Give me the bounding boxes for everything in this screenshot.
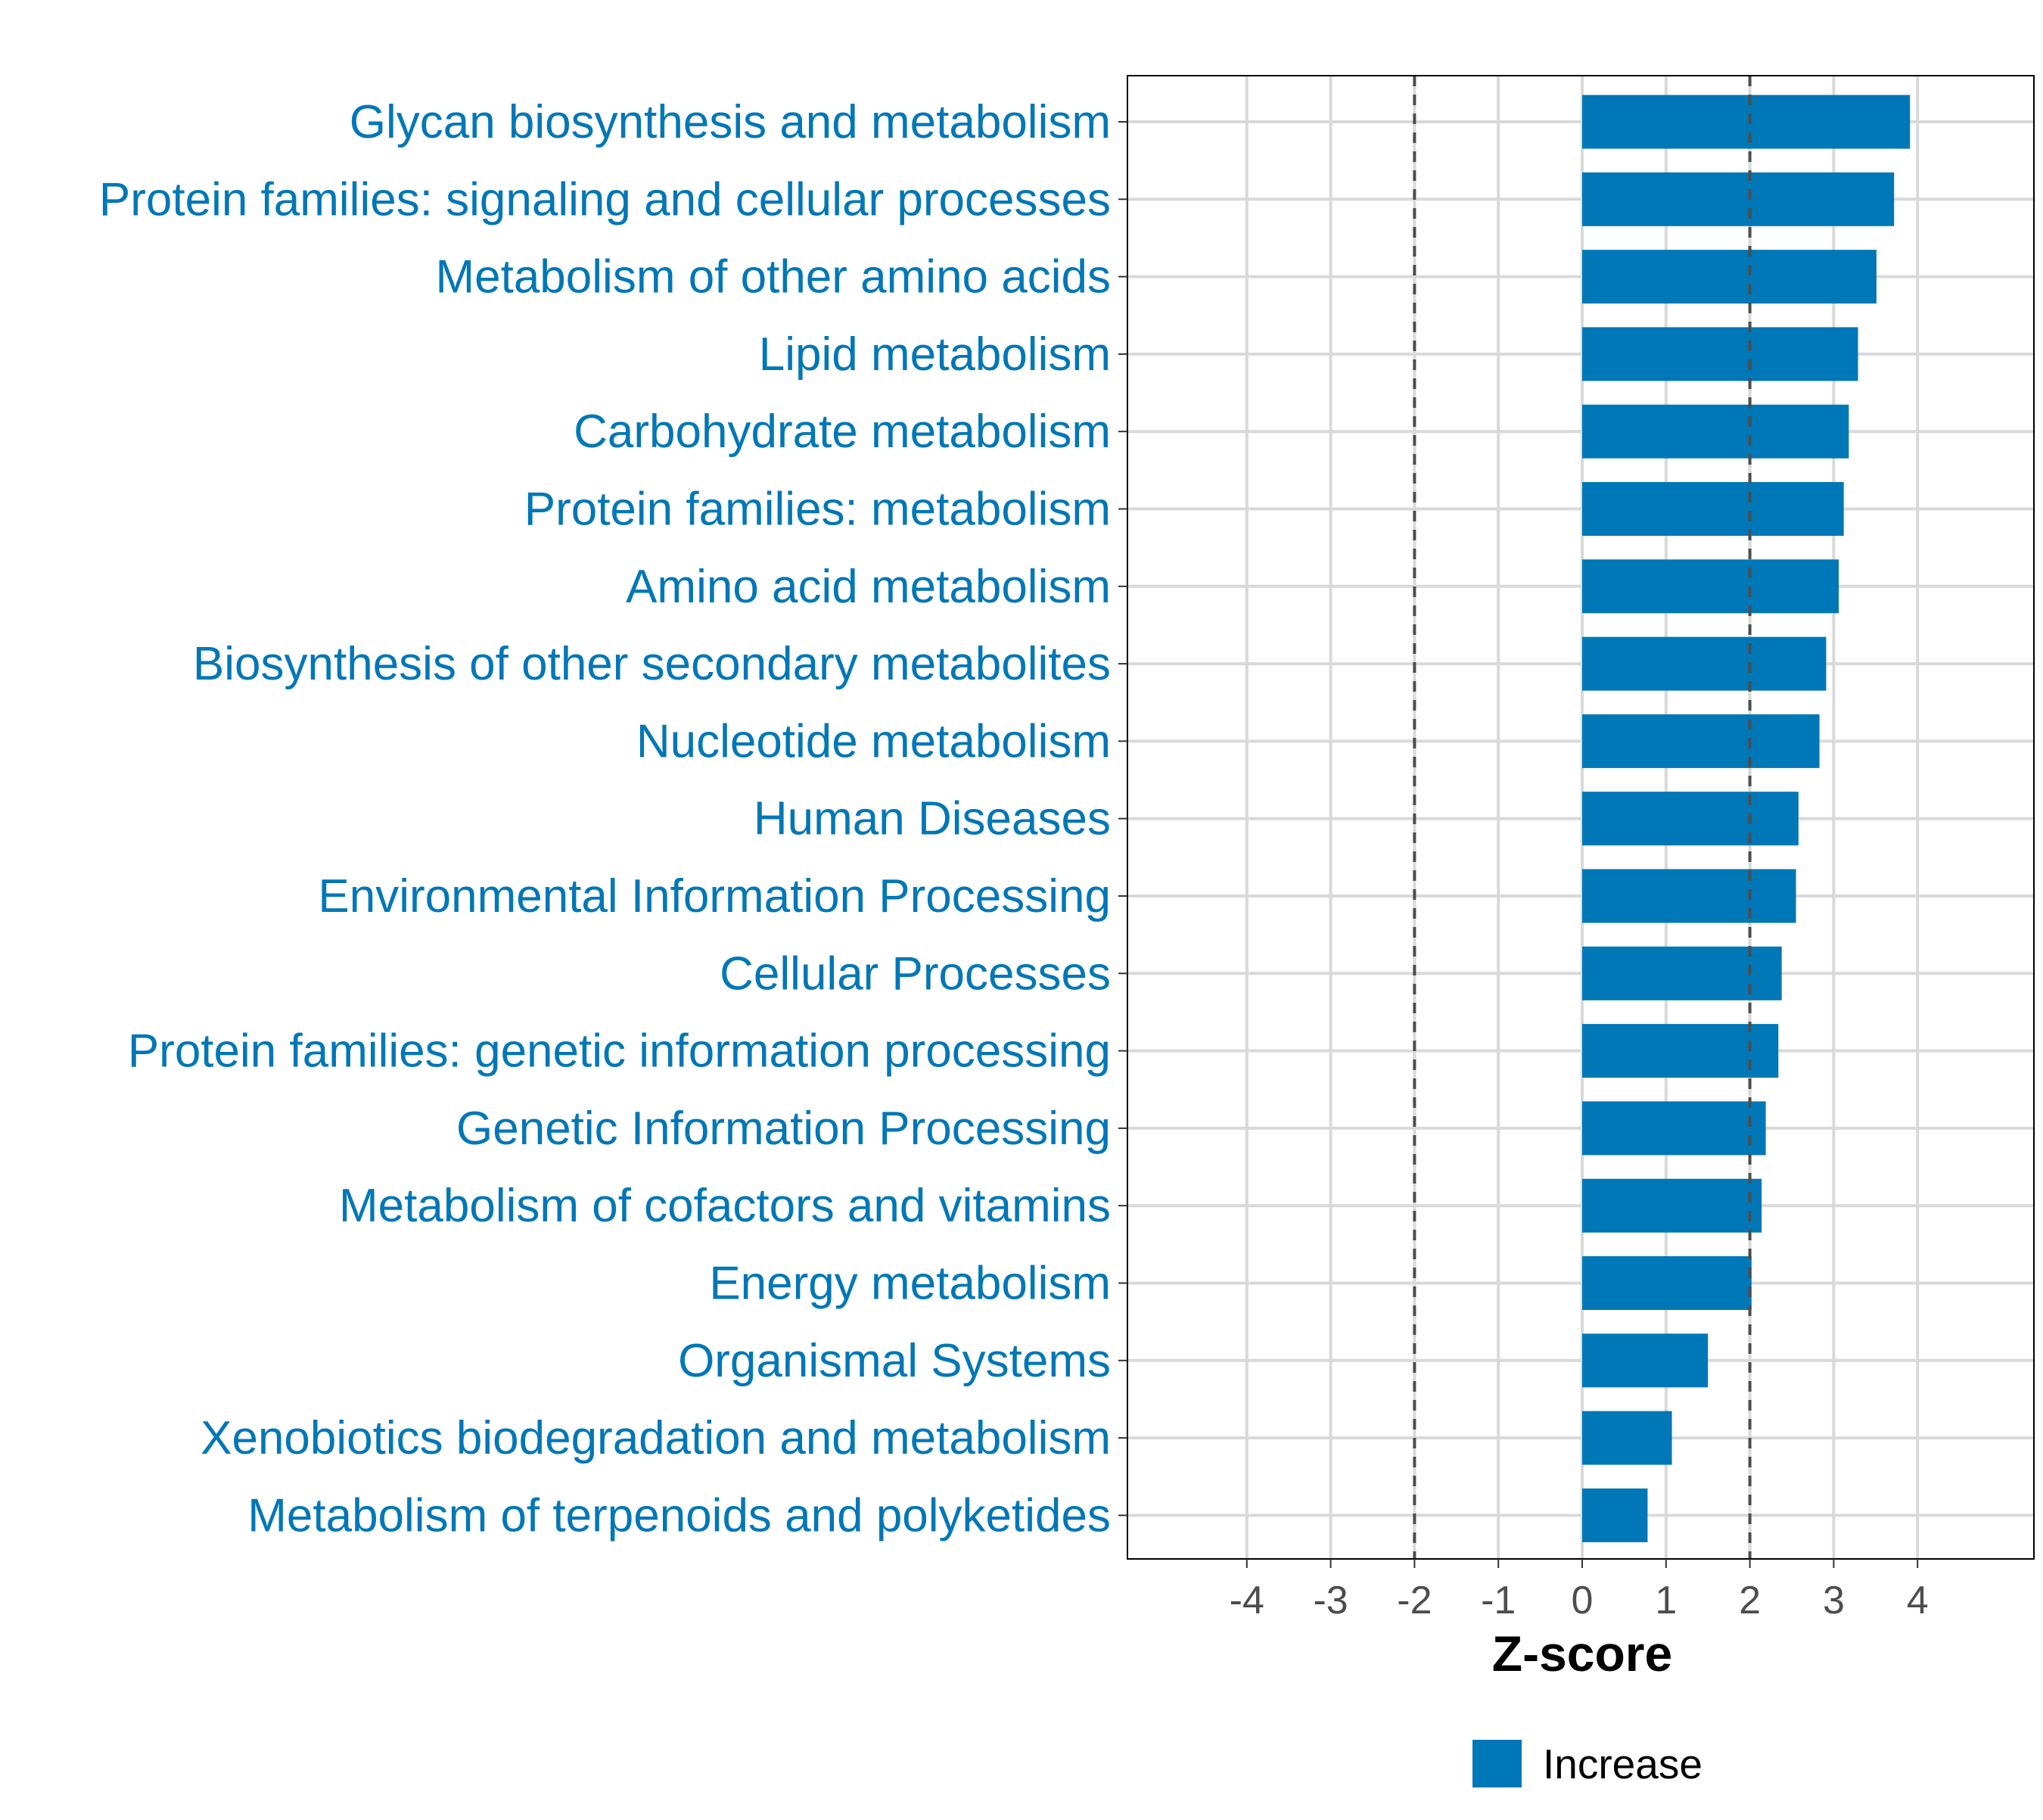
category-label: Protein families: signaling and cellular… [99,173,1111,226]
category-label: Metabolism of cofactors and vitamins [339,1180,1111,1232]
category-label: Nucleotide metabolism [636,715,1111,767]
legend-label-increase: Increase [1543,1741,1702,1787]
bar [1582,559,1839,614]
x-tick-label: -2 [1397,1579,1432,1622]
panel-border [1127,75,2035,1560]
bar [1582,1178,1762,1233]
x-tick-label: 0 [1572,1579,1594,1622]
category-label: Xenobiotics biodegradation and metabolis… [201,1412,1111,1464]
category-label: Lipid metabolism [759,328,1111,381]
x-tick-label: 3 [1823,1579,1845,1622]
grid-lines [1127,76,2034,1559]
bars [1582,95,1911,1542]
category-label: Metabolism of other amino acids [435,251,1111,303]
category-label: Environmental Information Processing [318,870,1111,922]
bar [1582,1024,1779,1078]
x-tick-label: -1 [1481,1579,1516,1622]
bar [1582,714,1820,768]
bar [1582,946,1782,1000]
bar [1582,869,1796,923]
x-tick-label: -4 [1230,1579,1264,1622]
category-label: Organismal Systems [678,1335,1111,1387]
bar [1582,404,1849,459]
bar [1582,95,1911,149]
bar [1582,1411,1672,1465]
bar [1582,250,1877,304]
bar [1582,327,1858,381]
reference-lines [1413,76,1752,1559]
x-tick-label: 2 [1739,1579,1761,1622]
x-tick-label: -3 [1313,1579,1348,1622]
x-tick-label: 1 [1655,1579,1677,1622]
legend-swatch-increase [1472,1740,1522,1787]
category-label: Glycan biosynthesis and metabolism [350,96,1111,148]
bar [1582,1256,1752,1310]
category-labels: Glycan biosynthesis and metabolism Protei… [99,96,1127,1542]
bar [1582,636,1827,691]
category-label: Carbohydrate metabolism [574,406,1111,458]
bar [1582,1333,1709,1388]
category-label: Metabolism of terpenoids and polyketides [247,1489,1111,1542]
bar [1582,1488,1648,1542]
category-label: Cellular Processes [720,947,1111,1000]
category-label: Human Diseases [754,793,1111,845]
category-label: Energy metabolism [709,1258,1111,1310]
bar [1582,792,1799,846]
legend: Increase [1472,1740,1702,1787]
x-tick-label: 4 [1907,1579,1929,1622]
category-label: Protein families: genetic information pr… [128,1025,1111,1078]
bar [1582,172,1895,226]
category-label: Protein families: metabolism [524,484,1111,536]
x-axis-ticks: -4 -3 -2 -1 0 1 2 3 4 [1230,1559,1929,1622]
category-label: Amino acid metabolism [626,561,1111,613]
bar [1582,482,1844,536]
category-label: Biosynthesis of other secondary metaboli… [193,638,1111,690]
x-axis-title: Z-score [1492,1626,1672,1682]
category-label: Genetic Information Processing [456,1103,1111,1155]
bar [1582,1101,1766,1156]
